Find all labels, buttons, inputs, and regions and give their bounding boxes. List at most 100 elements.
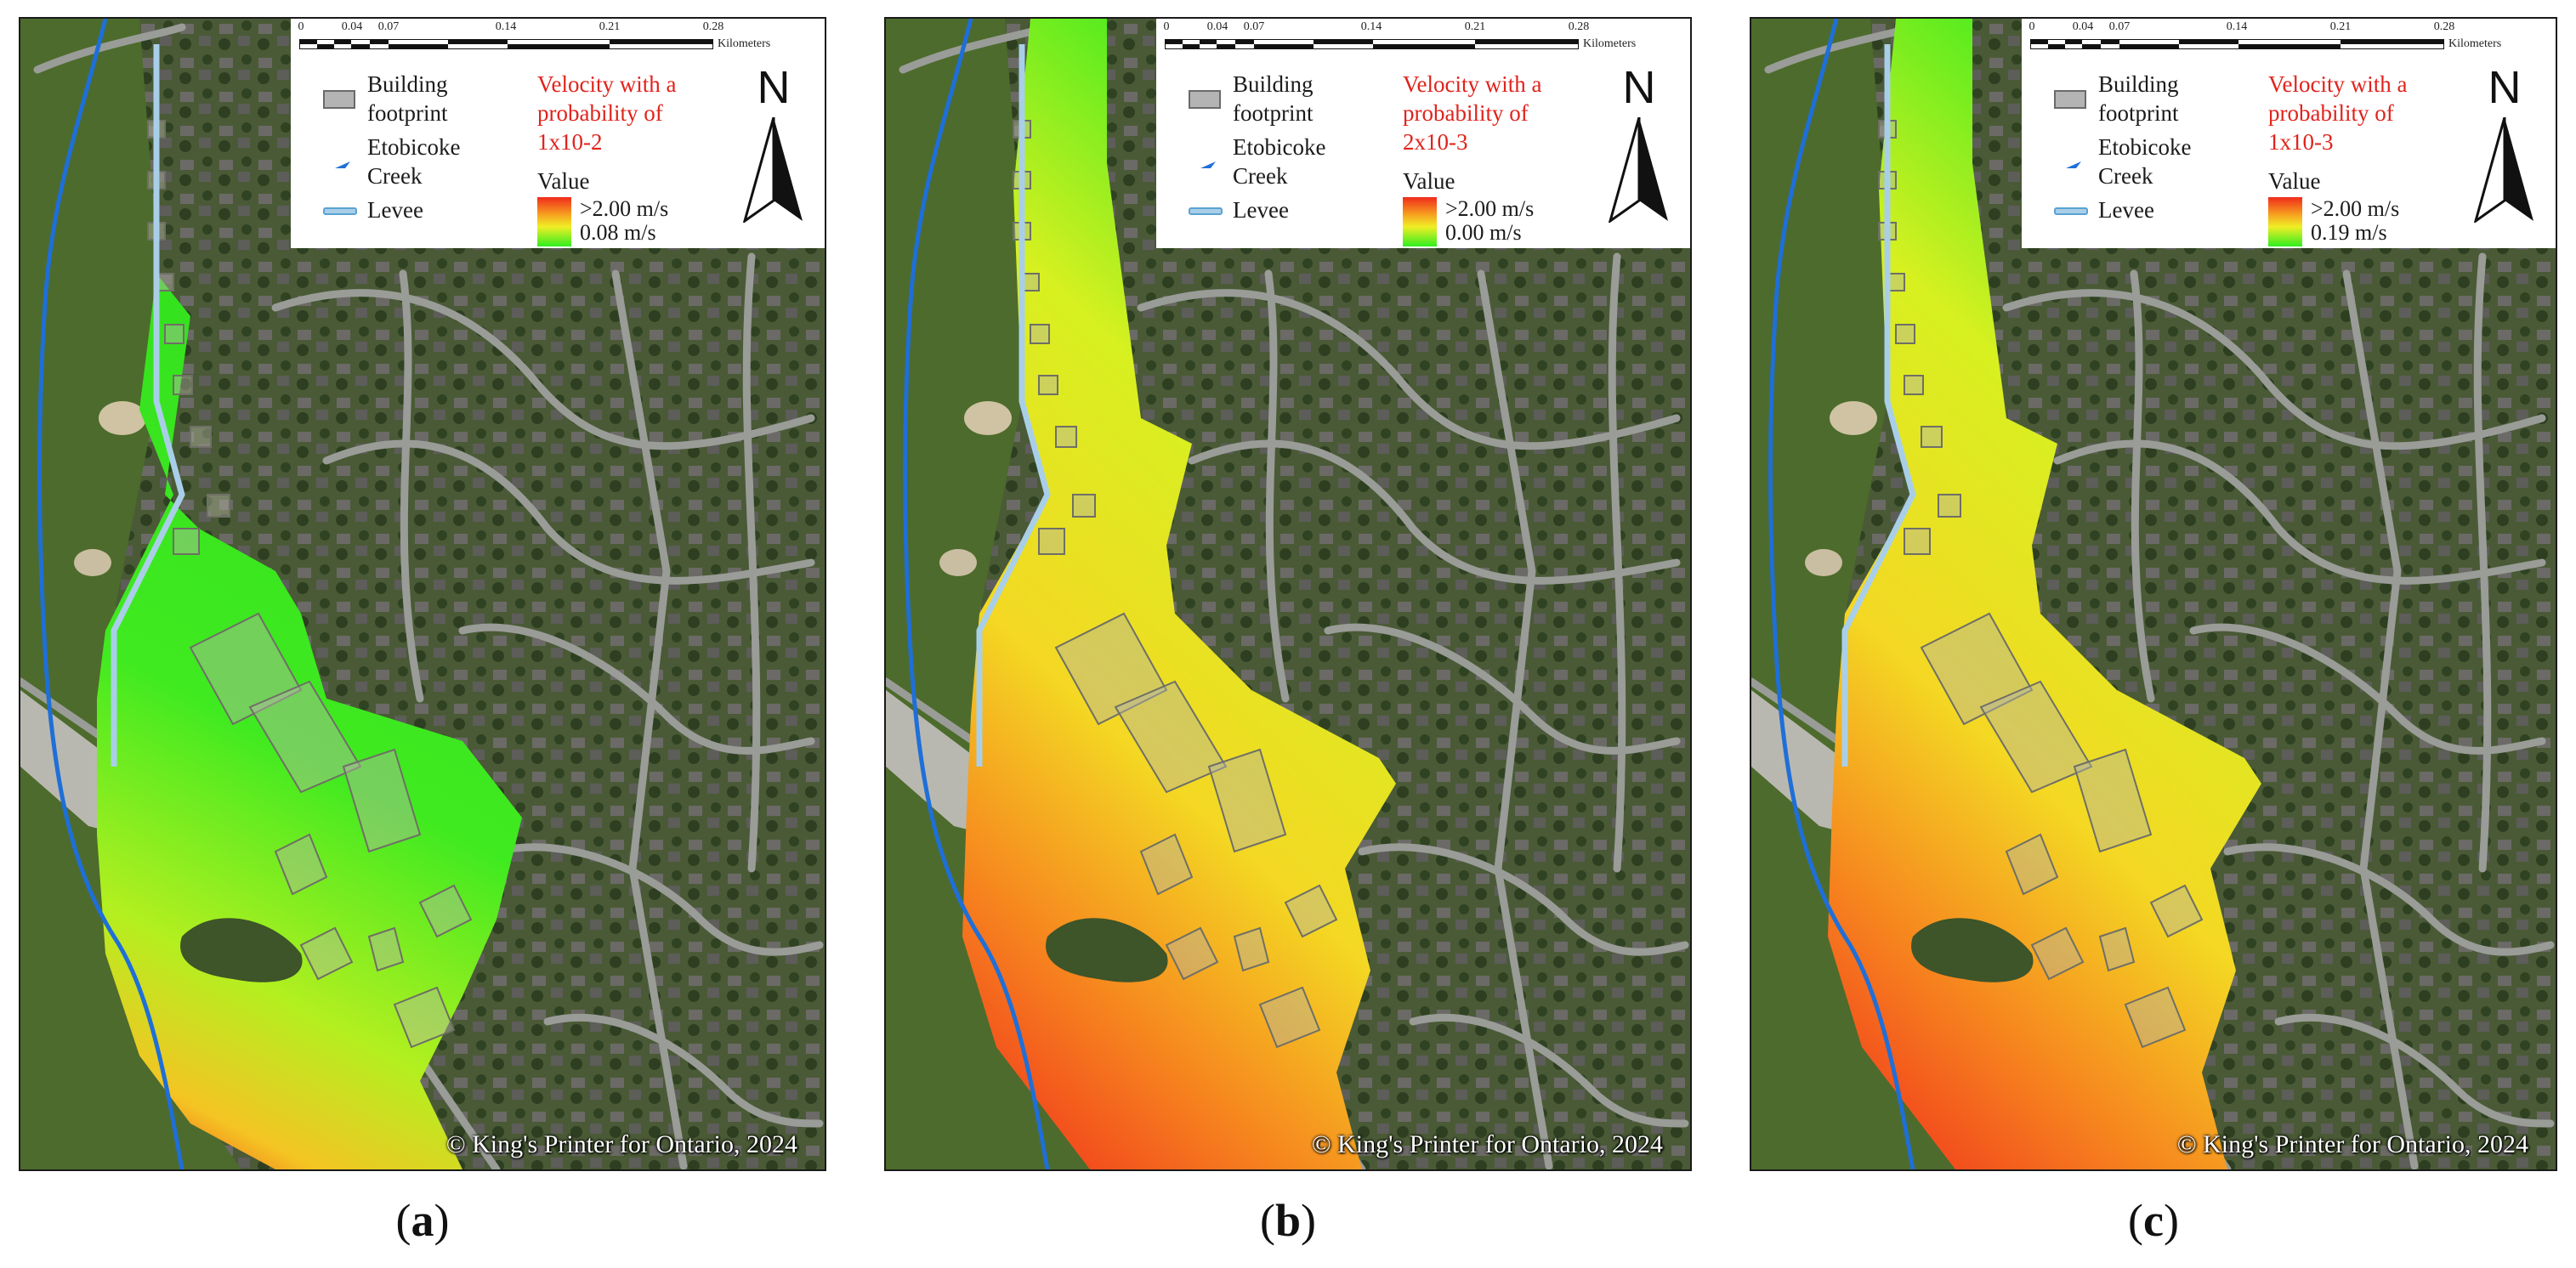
scale-tick: 0.04 [2072,20,2094,33]
map-panel-a: 0 0.04 0.07 0.14 0.21 0.28 Kilometers Bu… [19,17,826,1171]
island [180,918,303,982]
north-letter: N [1622,62,1656,113]
value-label: Value [537,168,590,194]
building-footprints [147,120,473,1049]
legend-creek-label: Etobicoke Creek [1233,134,1326,189]
legend-box: 0 0.04 0.07 0.14 0.21 0.28 Kilometers Bu… [2022,19,2556,248]
etobicoke-creek [1768,19,1915,1169]
scale-unit: Kilometers [718,37,771,50]
ramp-max-label: >2.00 m/s [580,196,669,221]
legend-box: 0 0.04 0.07 0.14 0.21 0.28 Kilometers Bu… [1156,19,1690,248]
scale-tick: 0.28 [1568,20,1590,33]
north-arrow: N [2471,61,2539,231]
streets [20,23,824,1169]
scale-tick: 0.14 [2226,20,2248,33]
scale-tick: 0.14 [1360,20,1382,33]
legend-box: 0 0.04 0.07 0.14 0.21 0.28 Kilometers Bu… [291,19,825,248]
legend-creek-label: Etobicoke Creek [367,134,461,189]
scale-unit: Kilometers [2448,37,2502,50]
value-label: Value [1403,168,1455,194]
velocity-title: Velocity with a probability of 1x10-3 [2268,71,2408,155]
sand-patch-2 [74,549,111,576]
north-arrow-icon [743,117,803,223]
scale-bar: 0 0.04 0.07 0.14 0.21 0.28 Kilometers [1163,20,1675,63]
sand-patch [1830,401,1877,435]
scale-unit: Kilometers [1583,37,1637,50]
sand-patch-2 [939,549,977,576]
scale-tick: 0 [2028,20,2035,33]
scale-bar-graphic [2030,39,2444,49]
levee-line [111,44,185,767]
scale-tick: 0.07 [377,20,400,33]
scale-tick: 0.28 [2433,20,2455,33]
sand-patch [964,401,1012,435]
parkland [20,19,241,1169]
levee-symbol [1189,207,1223,215]
caption-c: (c) [2128,1195,2179,1246]
scale-tick: 0.21 [2329,20,2352,33]
legend-creek-label: Etobicoke Creek [2098,134,2192,189]
scale-tick: 0.21 [1464,20,1486,33]
copyright-notice: © King's Printer for Ontario, 2024 [445,1130,797,1158]
legend-building-label: Building footprint [367,71,448,126]
legend-levee-label: Levee [367,197,423,223]
levee-symbol [2054,207,2088,215]
north-arrow-icon [2474,117,2533,223]
island [1046,918,1168,982]
ramp-min-label: 0.08 m/s [580,220,656,245]
velocity-color-ramp [537,197,571,246]
etobicoke-creek [903,19,1050,1169]
legend-levee-label: Levee [2098,197,2154,223]
copyright-notice: © King's Printer for Ontario, 2024 [1311,1130,1663,1158]
ramp-min-label: 0.19 m/s [2311,220,2387,245]
scale-tick: 0.28 [702,20,724,33]
parkland [1751,19,1972,1169]
ramp-max-label: >2.00 m/s [2311,196,2400,221]
north-arrow: N [740,61,808,231]
levee-line [976,44,1051,767]
building-footprint-symbol [1189,90,1221,109]
velocity-color-ramp [2268,197,2302,246]
building-footprint-symbol [323,90,355,109]
north-arrow-icon [1609,117,1668,223]
map-panel-c: 0 0.04 0.07 0.14 0.21 0.28 Kilometers Bu… [1750,17,2557,1171]
north-letter: N [2488,62,2522,113]
scale-tick: 0.07 [1243,20,1265,33]
creek-symbol [335,161,350,168]
building-footprint-symbol [2054,90,2086,109]
scale-bar: 0 0.04 0.07 0.14 0.21 0.28 Kilometers [298,20,809,63]
legend-building-label: Building footprint [2098,71,2179,126]
copyright-notice: © King's Printer for Ontario, 2024 [2176,1130,2528,1158]
scale-tick: 0.14 [495,20,517,33]
north-letter: N [757,62,791,113]
parkland [886,19,1107,1169]
velocity-raster [962,19,1396,1169]
levee-line [1841,44,1916,767]
caption-a: (a) [395,1195,450,1246]
scale-tick: 0.04 [341,20,363,33]
north-arrow: N [1605,61,1673,231]
scale-tick: 0 [298,20,304,33]
legend-building-label: Building footprint [1233,71,1314,126]
map-panel-b: 0 0.04 0.07 0.14 0.21 0.28 Kilometers Bu… [884,17,1692,1171]
island [1911,918,2034,982]
velocity-title: Velocity with a probability of 2x10-3 [1403,71,1542,155]
scale-bar: 0 0.04 0.07 0.14 0.21 0.28 Kilometers [2028,20,2540,63]
scale-tick: 0.07 [2108,20,2131,33]
scale-bar-graphic [299,39,713,49]
value-label: Value [2268,168,2321,194]
legend-levee-label: Levee [1233,197,1289,223]
ramp-max-label: >2.00 m/s [1445,196,1535,221]
scale-tick: 0 [1163,20,1170,33]
ramp-min-label: 0.00 m/s [1445,220,1522,245]
scale-bar-graphic [1165,39,1579,49]
sand-patch-2 [1805,549,1842,576]
creek-symbol [2066,161,2081,168]
scale-tick: 0.04 [1206,20,1228,33]
velocity-raster [1828,19,2261,1169]
velocity-color-ramp [1403,197,1437,246]
building-footprints [1878,120,2204,1049]
levee-symbol [323,207,357,215]
caption-b: (b) [1259,1195,1316,1246]
velocity-title: Velocity with a probability of 1x10-2 [537,71,677,155]
